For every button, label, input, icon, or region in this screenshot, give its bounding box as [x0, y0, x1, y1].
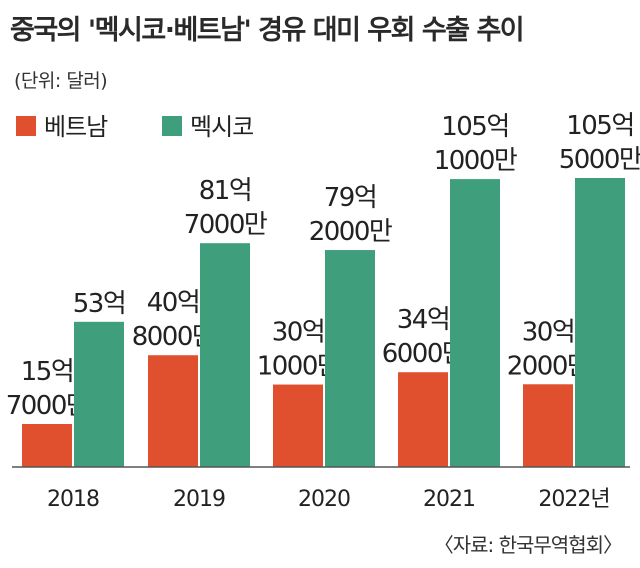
bar-mexico-5	[575, 178, 625, 467]
data-label-mexico-4-2: 1000만	[434, 146, 517, 176]
data-label-vietnam-4-1: 34억	[397, 305, 450, 335]
legend-label-2: 멕시코	[190, 113, 253, 141]
x-tick-label-2: 2019	[173, 487, 225, 512]
bar-vietnam-3	[273, 384, 323, 467]
unit-label: (단위: 달러)	[14, 70, 108, 92]
chart-title: 중국의 '멕시코·베트남' 경유 대미 우회 수출 추이	[10, 15, 525, 46]
data-label-mexico-1-1: 53억	[73, 289, 126, 319]
data-label-vietnam-1-1: 15억	[21, 357, 74, 387]
x-tick-label-1: 2018	[47, 487, 99, 512]
bar-vietnam-1	[22, 423, 72, 467]
data-label-vietnam-5-1: 30억	[522, 317, 575, 347]
legend-label-1: 베트남	[44, 113, 108, 141]
source-note: 〈자료: 한국무역협회〉	[433, 533, 623, 557]
data-label-mexico-3-2: 2000만	[309, 217, 392, 247]
data-label-mexico-5-2: 5000만	[559, 145, 640, 175]
x-tick-label-4: 2021	[423, 487, 475, 512]
bar-mexico-1	[74, 321, 124, 467]
data-label-mexico-2-2: 7000만	[184, 210, 267, 240]
data-label-vietnam-2-1: 40억	[147, 288, 200, 318]
bar-vietnam-5	[523, 384, 573, 467]
legend-swatch-1	[16, 116, 36, 136]
bar-vietnam-2	[148, 355, 198, 467]
data-label-mexico-2-1: 81억	[199, 176, 252, 206]
data-label-vietnam-3-1: 30억	[272, 318, 325, 348]
bar-mexico-4	[450, 179, 500, 467]
bar-mexico-3	[325, 250, 375, 467]
data-label-mexico-4-1: 105억	[441, 112, 509, 142]
data-label-mexico-3-1: 79억	[324, 183, 377, 213]
legend-swatch-2	[162, 116, 182, 136]
bar-vietnam-4	[398, 372, 448, 467]
data-label-mexico-5-1: 105억	[566, 111, 634, 141]
bar-mexico-2	[200, 243, 250, 467]
x-tick-label-5: 2022년	[538, 487, 609, 512]
x-tick-label-3: 2020	[298, 487, 350, 512]
